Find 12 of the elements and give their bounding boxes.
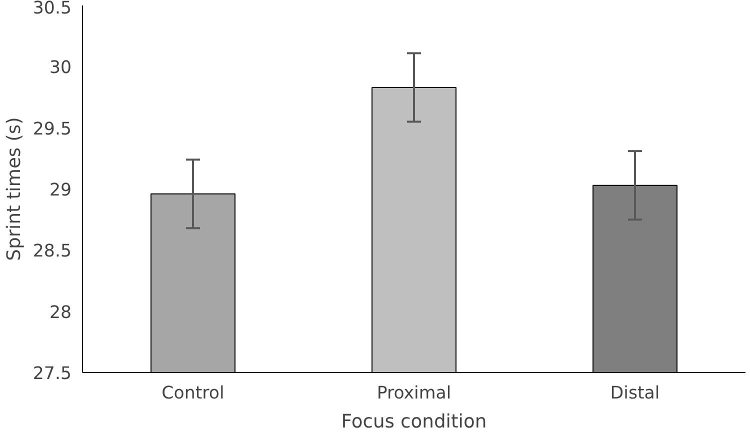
x-axis-title: Focus condition xyxy=(341,412,487,432)
x-tick-label: Control xyxy=(162,384,224,404)
y-tick-label: 27.5 xyxy=(32,364,72,384)
x-tick-label: Distal xyxy=(610,384,660,404)
y-tick-label: 30 xyxy=(49,58,72,78)
y-tick-label: 28 xyxy=(49,302,72,323)
y-tick-label: 28.5 xyxy=(32,242,72,262)
y-tick-label: 29.5 xyxy=(32,119,72,140)
x-tick-label: Proximal xyxy=(376,384,452,404)
y-tick-label: 29 xyxy=(49,180,72,200)
y-tick-label: 30.5 xyxy=(32,0,72,18)
y-axis-title: Sprint times (s) xyxy=(4,117,25,261)
